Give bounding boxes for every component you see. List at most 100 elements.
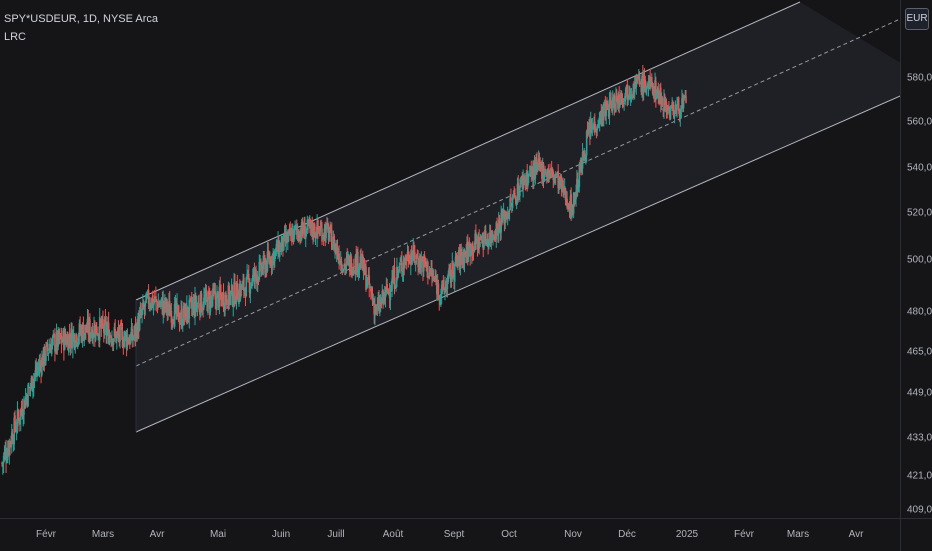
candle-body xyxy=(256,276,258,284)
candle-body xyxy=(325,224,327,239)
candle-body xyxy=(651,76,653,86)
candle-body xyxy=(390,289,393,292)
candle-body xyxy=(216,292,218,311)
candle-body xyxy=(90,332,93,336)
candle-body xyxy=(586,129,589,136)
candle-body xyxy=(201,309,204,311)
indicator-label[interactable]: LRC xyxy=(4,31,27,43)
candle-body xyxy=(56,331,59,348)
candle-body xyxy=(468,244,471,246)
candle-body xyxy=(19,409,22,421)
candle-body xyxy=(40,364,42,374)
candle-body xyxy=(300,233,302,238)
candle-body xyxy=(353,271,356,273)
channel-fill xyxy=(136,2,900,432)
candle-body xyxy=(298,236,301,242)
candle-body xyxy=(243,288,246,292)
candle-body xyxy=(244,291,247,298)
candle-body xyxy=(453,275,455,280)
candle-body xyxy=(506,214,508,220)
candle-body xyxy=(448,268,450,274)
candle-body xyxy=(135,324,138,334)
candle-body xyxy=(636,75,638,82)
candle-body xyxy=(528,173,531,175)
price-chart[interactable] xyxy=(0,0,900,518)
candle-body xyxy=(142,303,145,308)
candle-body xyxy=(650,78,652,84)
candle-body xyxy=(488,232,491,240)
candle-body xyxy=(368,275,371,288)
candle-body xyxy=(484,229,486,241)
candle-body xyxy=(137,315,139,338)
candle-body xyxy=(641,75,643,93)
symbol-label[interactable]: SPY*USDEUR, 1D, NYSE Arca xyxy=(4,13,159,25)
candle-body xyxy=(485,240,488,246)
candle-body xyxy=(197,301,200,304)
currency-button[interactable]: EUR xyxy=(905,8,929,30)
candle-body xyxy=(58,330,60,340)
candle-body xyxy=(432,276,435,278)
candle-body xyxy=(28,386,31,388)
candle-body xyxy=(334,245,336,253)
candle-body xyxy=(127,338,130,343)
candle-body xyxy=(620,92,622,104)
candle-body xyxy=(677,98,679,104)
channel-upper-line xyxy=(135,1,801,301)
candle-body xyxy=(109,334,112,337)
candle-body xyxy=(116,332,118,342)
candle-body xyxy=(358,263,361,269)
candle-body xyxy=(449,265,451,269)
candle-body xyxy=(634,81,637,89)
candle-body xyxy=(225,292,227,302)
candle-body xyxy=(116,330,119,332)
candle-body xyxy=(633,81,636,93)
candle-body xyxy=(351,273,353,275)
candle-body xyxy=(307,221,309,223)
candle-body xyxy=(2,456,5,464)
candle-body xyxy=(258,261,261,280)
candle-body xyxy=(643,76,646,81)
candle-body xyxy=(6,459,8,462)
candle-body xyxy=(580,158,582,173)
candle-body xyxy=(546,168,549,176)
candle-body xyxy=(59,333,62,339)
candle-body xyxy=(502,209,505,218)
candle-body xyxy=(555,174,558,177)
candle-body xyxy=(189,298,191,301)
candle-body xyxy=(184,304,187,316)
candle-body xyxy=(330,230,333,250)
candle-body xyxy=(63,331,66,350)
time-axis[interactable]: Févr Mars Avr Mai Juin Juill Août Sept Oct Nov Déc… xyxy=(0,518,900,551)
candle-body xyxy=(685,96,687,103)
time-tick-label: Déc xyxy=(618,529,636,540)
candle-body xyxy=(175,300,178,314)
candle-body xyxy=(287,234,289,242)
candle-body xyxy=(303,222,305,234)
candle-body xyxy=(447,273,450,283)
candle-body xyxy=(593,122,595,127)
candle-body xyxy=(417,259,419,267)
candle-body xyxy=(195,304,198,310)
candle-body xyxy=(238,286,241,298)
candle-body xyxy=(654,80,656,96)
candle-body xyxy=(361,254,364,271)
candle-body xyxy=(429,269,432,272)
time-tick-label: Avr xyxy=(149,529,165,540)
candle-body xyxy=(282,237,284,250)
candle-body xyxy=(23,398,25,415)
candle-body xyxy=(43,346,46,364)
candle-body xyxy=(510,202,513,207)
candle-body xyxy=(522,176,524,190)
candle-body xyxy=(484,230,487,245)
candle-body xyxy=(611,97,614,111)
candle-body xyxy=(22,416,24,419)
candle-body xyxy=(326,221,329,227)
candle-body xyxy=(454,256,457,266)
candle-body xyxy=(186,305,188,323)
candle-body xyxy=(519,178,522,185)
candle-body xyxy=(434,277,436,279)
price-tick-label: 409,00 xyxy=(907,504,932,516)
price-axis[interactable]: 580,00 560,00 540,00 520,00 500,00 480,00 465,… xyxy=(900,0,932,518)
candle-body xyxy=(577,184,580,192)
candle-body xyxy=(294,226,296,228)
